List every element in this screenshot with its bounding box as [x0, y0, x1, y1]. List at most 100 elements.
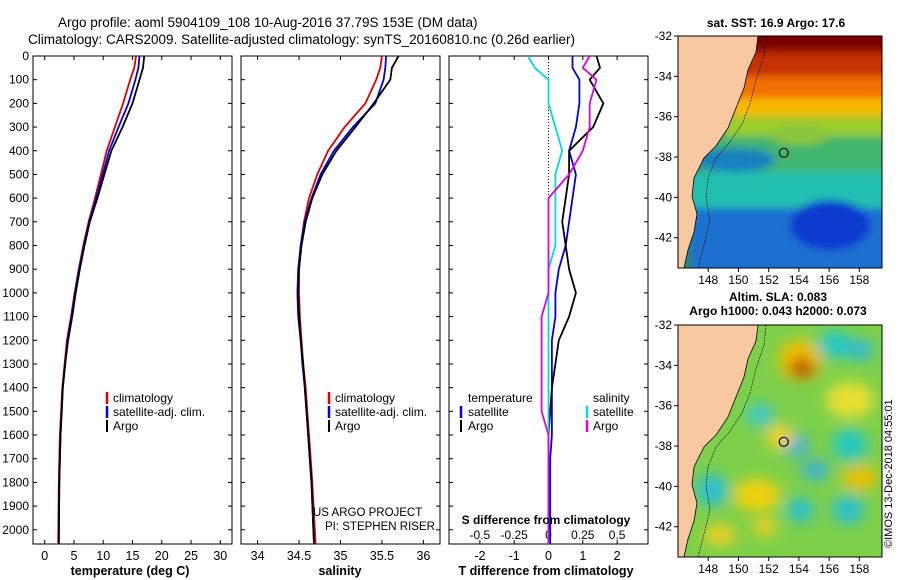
t-difference-axis-label: T difference from climatology [458, 564, 633, 578]
sst-teal-band [680, 172, 882, 212]
sla-low-eddy [832, 496, 864, 524]
x-tick-label: 35 [334, 549, 348, 563]
x-tick-label: 20 [155, 549, 169, 563]
depth-tick-label: 900 [9, 262, 29, 276]
x-tick-label: 5 [70, 549, 77, 563]
series-line-climatology [57, 56, 137, 544]
lon-tick-label: 156 [819, 562, 839, 576]
lon-tick-label: 154 [789, 273, 809, 287]
lat-tick-label: -38 [655, 439, 673, 453]
depth-axis: 0 100 200 300 400 500 600 700 800 900 1000 1100 1200… [2, 49, 29, 537]
x-tick-label: 25 [184, 549, 198, 563]
legend-satellite-label: satellite-adj. clim. [113, 405, 205, 419]
figure-subtitle: Climatology: CARS2009. Satellite-adjuste… [28, 32, 575, 47]
temperature-axis-label: temperature (deg C) [71, 564, 190, 578]
lon-tick-label: 148 [698, 562, 718, 576]
project-credit: US ARGO PROJECT [313, 507, 422, 519]
sla-map-frame [677, 324, 883, 558]
sla-low-eddy [786, 498, 814, 522]
sst-map-frame [677, 35, 883, 269]
sst-coastal-cold [695, 148, 775, 172]
depth-tick-label: 600 [9, 191, 29, 205]
sla-low-eddy [746, 403, 774, 427]
legend-climatology-label: climatology [113, 391, 173, 405]
depth-tick-label: 1900 [2, 499, 29, 513]
lat-tick-label: -38 [655, 150, 673, 164]
sla-map-subtitle: Argo h1000: 0.043 h2000: 0.073 [689, 304, 867, 318]
legend-t-satellite-label: satellite [468, 405, 509, 419]
sst-map-title: sat. SST: 16.9 Argo: 17.6 [707, 16, 846, 30]
difference-legend: temperature satellite Argo salinity sate… [459, 391, 634, 433]
x-tick-label: -1 [509, 549, 520, 563]
sla-high-eddy [733, 479, 781, 511]
sst-argo-location-marker [778, 147, 789, 158]
depth-tick-label: 300 [9, 120, 29, 134]
lon-tick-label: 152 [759, 562, 779, 576]
series-line-argo [297, 56, 400, 544]
sla-low-eddy [817, 331, 853, 359]
x-tick-label: 1 [579, 549, 586, 563]
salinity-plot: 34 34.5 35 35.5 36 [241, 55, 440, 563]
depth-tick-label: 2000 [2, 523, 29, 537]
depth-tick-label: 1400 [2, 381, 29, 395]
legend-argo-label: Argo [335, 419, 361, 433]
lon-tick-label: 152 [759, 273, 779, 287]
lon-tick-label: 154 [789, 562, 809, 576]
x-tick-label: 30 [213, 549, 227, 563]
sla-high-core [790, 358, 814, 378]
sst-map [678, 36, 882, 268]
lat-tick-label: -36 [655, 110, 673, 124]
s-difference-tick-label: -0.5 [470, 528, 491, 542]
sla-low-eddy [696, 474, 728, 506]
lon-tick-label: 158 [849, 562, 869, 576]
lat-tick-label: -32 [655, 29, 673, 43]
s-difference-tick-label: 0.5 [609, 528, 626, 542]
x-tick-label: 15 [126, 549, 140, 563]
x-tick-label: 10 [96, 549, 110, 563]
depth-tick-label: 0 [22, 49, 29, 63]
sst-land-australia [678, 36, 758, 268]
x-tick-label: 36 [416, 549, 430, 563]
legend-argo-label: Argo [113, 419, 139, 433]
series-line-satellite-adj-clim- [57, 56, 141, 544]
depth-tick-label: 1200 [2, 333, 29, 347]
lat-tick-label: -34 [655, 358, 673, 372]
imos-timestamp: ©IMOS 13-Dec-2018 04:55:01 [883, 399, 895, 548]
lat-tick-label: -32 [655, 318, 673, 332]
x-tick-label: 2 [614, 549, 621, 563]
depth-tick-label: 1000 [2, 286, 29, 300]
sla-argo-location-marker [778, 436, 789, 447]
sst-cold-patch [790, 200, 870, 250]
lon-tick-label: 148 [698, 273, 718, 287]
sla-high-eddy [753, 518, 777, 536]
series-line-argo [57, 56, 146, 544]
depth-tick-label: 700 [9, 215, 29, 229]
depth-tick-label: 1600 [2, 428, 29, 442]
x-tick-label: 0 [41, 549, 48, 563]
sla-map-axes: 148 150 152 154 156 158 -32 -34 -36 -38 -40 -42 [655, 318, 870, 576]
lat-tick-label: -42 [655, 520, 673, 534]
legend-salinity-title: salinity [593, 391, 630, 405]
sst-map-axes: 148 150 152 154 156 158 -32 -34 -36 -38 -40 -42 [655, 29, 870, 287]
salinity-legend: climatology satellite-adj. clim. Argo [327, 391, 427, 433]
salinity-plot-frame [240, 55, 441, 545]
depth-tick-label: 500 [9, 167, 29, 181]
sst-shelf-contour [697, 36, 767, 268]
difference-plot: -2 -1 0 1 2-0.5 -0.25 0 0.25 0.5 [449, 55, 648, 563]
series-group [527, 56, 605, 544]
legend-satellite-label: satellite-adj. clim. [335, 405, 427, 419]
x-tick-label: -2 [474, 549, 485, 563]
figure-title: Argo profile: aoml 5904109_108 10-Aug-20… [58, 15, 478, 30]
series-line-s-satellite [527, 56, 564, 544]
sla-high-eddy [826, 382, 874, 418]
depth-tick-label: 400 [9, 144, 29, 158]
sla-coastline [683, 325, 759, 557]
sst-coastline [683, 36, 759, 268]
legend-s-argo-label: Argo [593, 419, 619, 433]
series-line-s-argo [540, 56, 598, 544]
lat-tick-label: -40 [655, 190, 673, 204]
legend-temperature-title: temperature [468, 391, 533, 405]
sla-shelf-contour [697, 325, 767, 557]
pi-credit: PI: STEPHEN RISER [325, 521, 435, 533]
